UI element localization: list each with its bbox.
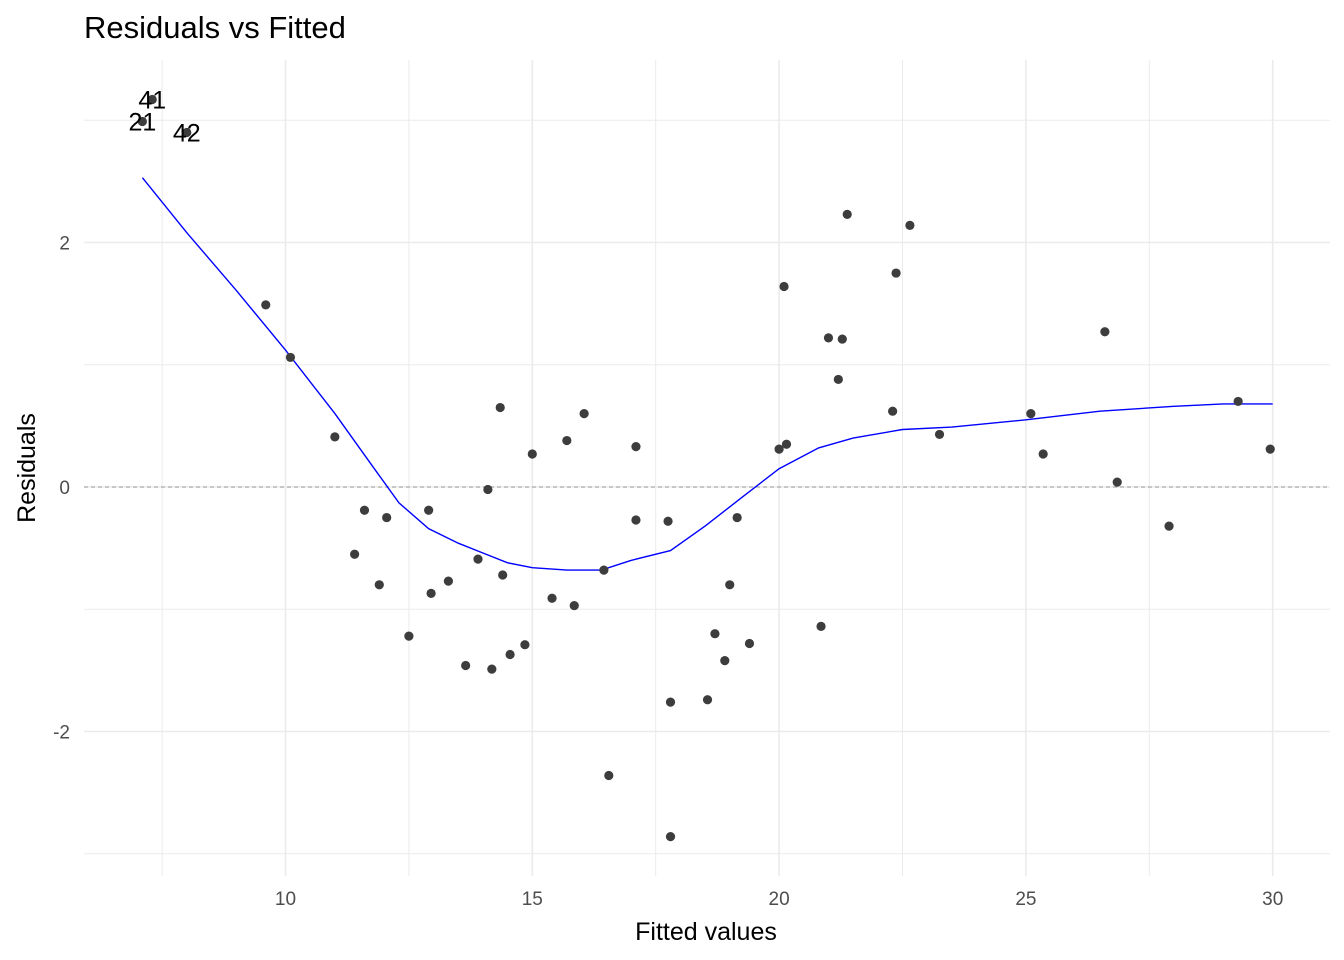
data-point bbox=[816, 621, 826, 631]
data-point bbox=[631, 442, 641, 452]
data-point bbox=[905, 220, 915, 230]
data-point bbox=[137, 116, 147, 127]
data-point bbox=[487, 664, 497, 674]
major-gridlines bbox=[84, 60, 1330, 876]
data-point bbox=[498, 570, 508, 580]
data-point bbox=[330, 432, 340, 442]
data-point bbox=[350, 549, 360, 559]
data-point bbox=[495, 402, 505, 413]
data-point bbox=[1164, 521, 1174, 531]
data-point bbox=[1112, 477, 1122, 487]
data-point bbox=[359, 505, 370, 515]
data-point bbox=[505, 649, 515, 660]
data-point bbox=[663, 516, 673, 526]
x-tick-label: 25 bbox=[1015, 889, 1036, 910]
x-axis-title: Fitted values bbox=[635, 918, 777, 946]
y-tick-label: 0 bbox=[59, 478, 70, 499]
data-point bbox=[579, 409, 589, 419]
data-point bbox=[833, 374, 843, 385]
data-point bbox=[823, 333, 834, 343]
data-point bbox=[702, 695, 713, 705]
x-tick-label: 10 bbox=[275, 889, 296, 910]
data-point bbox=[599, 565, 609, 575]
y-axis-title: Residuals bbox=[13, 413, 41, 523]
data-point bbox=[1100, 327, 1110, 337]
x-tick-labels: 10 15 20 25 30 bbox=[275, 889, 1283, 910]
data-point bbox=[374, 580, 384, 590]
y-tick-labels: -2 0 2 bbox=[53, 234, 70, 744]
data-point bbox=[631, 515, 641, 525]
x-tick-label: 15 bbox=[522, 889, 543, 910]
data-point bbox=[837, 334, 847, 344]
smooth-line bbox=[141, 177, 1273, 571]
smooth-curve bbox=[141, 177, 1273, 571]
data-point bbox=[1038, 449, 1048, 459]
minor-gridlines bbox=[84, 60, 1330, 876]
data-point bbox=[1265, 444, 1275, 454]
data-point bbox=[443, 576, 453, 586]
data-point bbox=[842, 209, 852, 219]
data-point bbox=[520, 640, 530, 650]
data-point bbox=[261, 300, 271, 310]
data-point bbox=[934, 429, 945, 440]
data-point bbox=[527, 449, 537, 459]
data-point bbox=[725, 580, 735, 590]
data-point bbox=[147, 94, 157, 105]
data-point bbox=[461, 660, 471, 671]
data-point bbox=[779, 281, 789, 292]
data-points bbox=[137, 94, 1275, 842]
data-point bbox=[604, 770, 614, 781]
data-point bbox=[562, 435, 572, 446]
data-point bbox=[891, 268, 901, 278]
x-tick-label: 30 bbox=[1262, 889, 1283, 910]
data-point bbox=[720, 655, 730, 666]
data-point bbox=[285, 352, 296, 363]
data-point bbox=[781, 439, 792, 449]
data-point bbox=[1026, 409, 1036, 419]
data-point bbox=[710, 629, 720, 639]
point-label: 21 bbox=[128, 108, 156, 136]
y-tick-label: -2 bbox=[53, 723, 70, 744]
y-tick-label: 2 bbox=[59, 234, 70, 255]
data-point bbox=[1233, 396, 1243, 407]
data-point bbox=[424, 505, 434, 515]
data-point bbox=[569, 600, 579, 611]
data-point bbox=[426, 588, 436, 598]
data-point bbox=[404, 631, 414, 641]
data-point bbox=[732, 512, 742, 523]
data-point bbox=[483, 484, 493, 495]
data-point bbox=[665, 832, 676, 842]
data-point bbox=[473, 554, 483, 564]
data-point bbox=[182, 127, 192, 138]
data-point bbox=[547, 593, 557, 603]
data-point bbox=[774, 444, 784, 454]
data-point bbox=[888, 406, 898, 416]
x-tick-label: 20 bbox=[769, 889, 790, 910]
point-label: 41 bbox=[138, 86, 166, 114]
data-point bbox=[382, 512, 392, 523]
data-point bbox=[665, 697, 676, 707]
chart-title: Residuals vs Fitted bbox=[84, 10, 346, 45]
point-label: 42 bbox=[173, 119, 201, 147]
data-point bbox=[744, 638, 755, 649]
